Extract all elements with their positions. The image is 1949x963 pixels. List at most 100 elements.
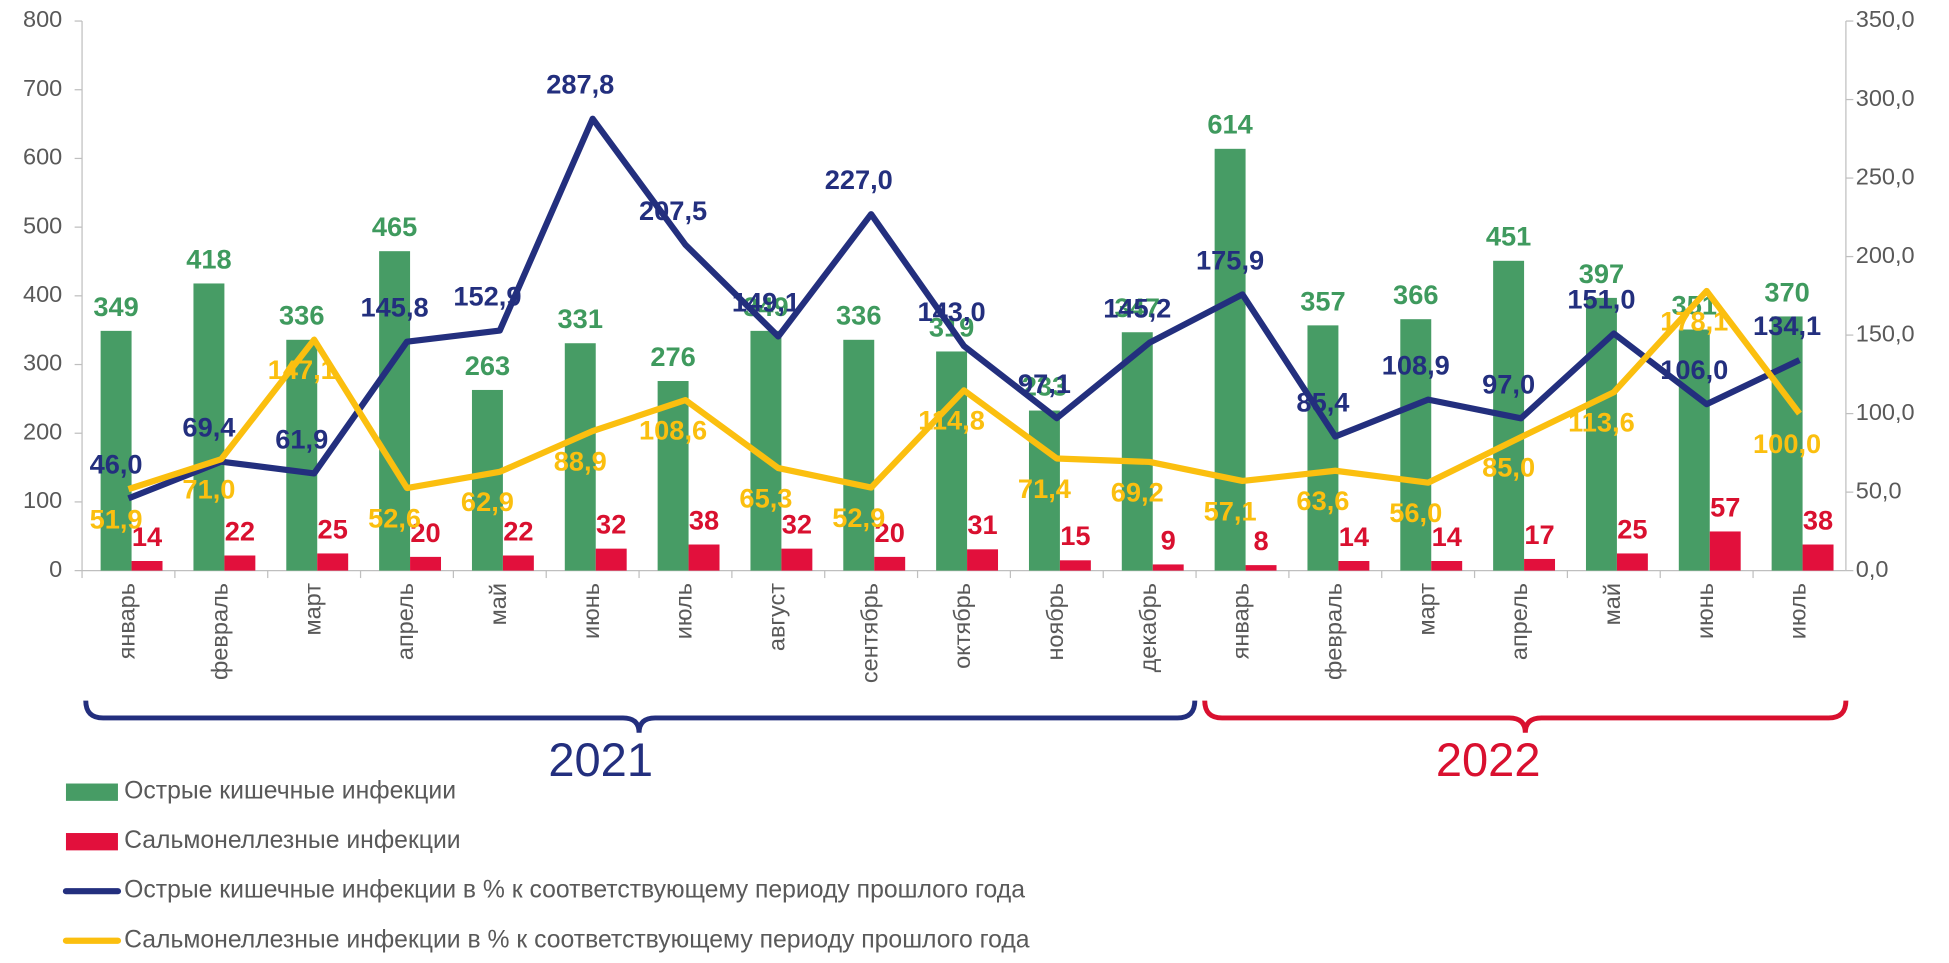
x-tick-label: июль (1785, 583, 1811, 639)
legend-swatch (65, 783, 118, 801)
x-tick-label: март (1413, 583, 1439, 636)
line-label: 52,6 (368, 502, 421, 533)
bar-label: 22 (225, 515, 255, 546)
bar-label: 370 (1764, 276, 1809, 307)
line-label: 69,2 (1111, 476, 1164, 507)
y2-tick-label: 350,0 (1856, 6, 1915, 32)
y2-tick-label: 100,0 (1856, 399, 1915, 425)
bar-label: 32 (596, 509, 626, 540)
line-label: 147,1 (268, 354, 336, 385)
line-label: 152,9 (453, 281, 521, 312)
bar (1214, 148, 1246, 571)
line-label: 178,1 (1660, 305, 1728, 336)
year-brace (83, 700, 1198, 733)
line-label: 69,4 (182, 412, 235, 443)
line-label: 71,4 (1018, 473, 1071, 504)
legend-label: Сальмонеллезные инфекции (124, 827, 460, 854)
bar-label: 418 (186, 243, 231, 274)
line (127, 115, 1801, 502)
line-label: 114,8 (918, 405, 985, 436)
line-label: 287,8 (546, 69, 614, 100)
year-label: 2022 (1436, 733, 1541, 786)
bar-label: 22 (503, 515, 533, 546)
y-tick-label: 800 (23, 6, 62, 32)
line-label: 113,6 (1568, 407, 1635, 438)
bar-label: 14 (1339, 521, 1369, 552)
bar (1802, 544, 1834, 571)
bar (1059, 560, 1091, 571)
y2-tick-label: 0,0 (1856, 556, 1889, 582)
line-label: 63,6 (1296, 485, 1349, 516)
line-label: 71,0 (182, 474, 235, 505)
y-tick-label: 100 (23, 487, 62, 513)
bar (688, 544, 720, 571)
y-tick-label: 500 (23, 212, 62, 238)
x-tick-label: декабрь (1135, 583, 1161, 672)
bar (1431, 561, 1463, 571)
x-tick-label: март (299, 583, 325, 636)
bar (224, 555, 256, 571)
bar (781, 548, 813, 571)
bar-label: 25 (1617, 513, 1647, 544)
line-label: 57,1 (1204, 495, 1257, 526)
bar (595, 548, 627, 571)
bar-label: 349 (93, 291, 138, 322)
bar (1307, 325, 1339, 571)
bar (502, 555, 534, 571)
bar (286, 339, 318, 571)
bar (131, 561, 163, 571)
y-tick-label: 400 (23, 281, 62, 307)
bar (1709, 531, 1741, 571)
x-tick-label: май (1599, 583, 1625, 625)
x-tick-label: апрель (1506, 583, 1532, 660)
legend-label: Острые кишечные инфекции (124, 778, 456, 805)
line-label: 149,1 (732, 287, 800, 318)
bar (471, 389, 503, 571)
bar-label: 614 (1207, 109, 1252, 140)
bar-label: 451 (1486, 221, 1531, 252)
y-tick-label: 700 (23, 75, 62, 101)
bar-label: 31 (967, 509, 997, 540)
x-tick-label: апрель (392, 583, 418, 660)
y-tick-label: 200 (23, 418, 62, 444)
x-tick-label: февраль (1321, 583, 1347, 680)
bar-label: 38 (1803, 504, 1833, 535)
x-tick-label: июнь (1692, 583, 1718, 639)
bar-label: 20 (410, 517, 440, 548)
y-tick-label: 600 (23, 144, 62, 170)
bar (657, 381, 689, 571)
line-label: 151,0 (1567, 284, 1635, 315)
line-label: 65,3 (739, 482, 792, 513)
bar (843, 339, 875, 571)
bar-label: 331 (558, 303, 603, 334)
y2-tick-label: 200,0 (1856, 242, 1915, 268)
y2-tick-label: 300,0 (1856, 85, 1915, 111)
line-label: 108,6 (639, 414, 707, 445)
bar (193, 283, 225, 571)
bar-label: 9 (1161, 524, 1176, 555)
bar-label: 38 (689, 504, 719, 535)
bar-label: 347 (1115, 292, 1160, 323)
bar-label: 8 (1253, 525, 1268, 556)
line-label: 100,0 (1753, 428, 1821, 459)
x-tick-label: август (764, 583, 790, 651)
y2-tick-label: 50,0 (1856, 477, 1902, 503)
x-tick-label: июнь (578, 583, 604, 639)
line-label: 61,9 (275, 423, 328, 454)
y-tick-label: 0 (49, 556, 62, 582)
line-label: 85,4 (1296, 387, 1349, 418)
bar (936, 351, 968, 571)
bar-label: 397 (1579, 258, 1624, 289)
bar-label: 14 (1432, 521, 1462, 552)
bar-label: 20 (875, 517, 905, 548)
legend-swatch (65, 833, 118, 851)
line-label: 108,9 (1382, 350, 1450, 381)
bar-label: 25 (318, 513, 348, 544)
bar-label: 263 (465, 350, 510, 381)
bar (1338, 561, 1370, 571)
legend-label: Острые кишечные инфекции в % к соответст… (124, 877, 1025, 904)
line-label: 56,0 (1389, 497, 1442, 528)
bar-label: 15 (1060, 520, 1090, 551)
bar (379, 251, 411, 571)
x-tick-label: январь (1228, 583, 1254, 659)
